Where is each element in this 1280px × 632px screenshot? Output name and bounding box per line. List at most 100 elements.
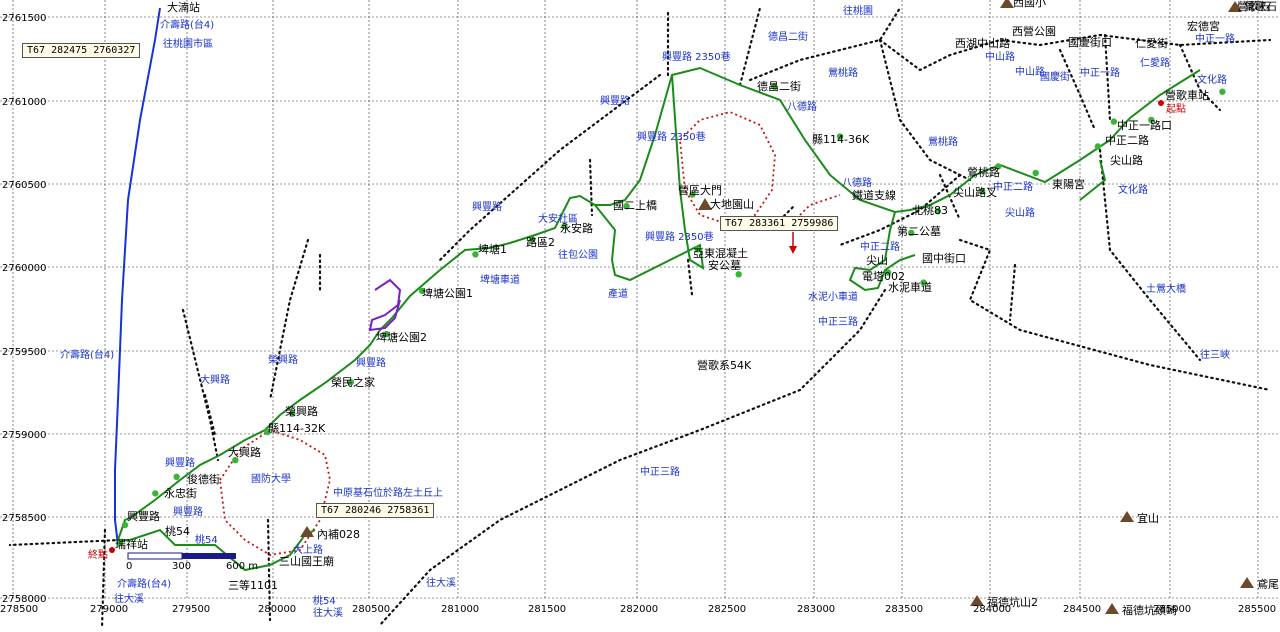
y-tick: 2759500 bbox=[2, 347, 47, 358]
road-label: 介壽路(台4) bbox=[117, 577, 171, 590]
route-node bbox=[836, 133, 844, 140]
road-labels: 介壽路(台4) 往桃園市區 介壽路(台4) 興豐路 大興路 榮興路 興豐路 埤塘… bbox=[60, 4, 1235, 619]
red-arrow-marker bbox=[789, 232, 797, 254]
end-label: 終點 bbox=[88, 548, 108, 561]
dotted-roads bbox=[8, 6, 1272, 630]
place-label: 國二上橋 bbox=[613, 198, 657, 212]
y-axis-labels: 2761500 2761000 2760500 2760000 2759500 … bbox=[2, 13, 47, 605]
road-label: 水泥小車道 bbox=[808, 290, 858, 303]
road-label: 尖山路 bbox=[1005, 206, 1035, 219]
y-tick: 2761500 bbox=[2, 13, 47, 24]
place-label: 埤塘1 bbox=[478, 242, 507, 256]
place-label: 縣114-36K bbox=[812, 133, 870, 146]
road-label: 中正一路 bbox=[1195, 32, 1235, 45]
place-label: 西湖中山路 bbox=[955, 37, 1010, 50]
road-label: 八德路 bbox=[842, 176, 872, 189]
place-label: 安公墓 bbox=[708, 258, 741, 272]
place-label: 大興路 bbox=[228, 445, 261, 459]
place-label: 永忠街 bbox=[164, 486, 197, 500]
x-tick: 282000 bbox=[620, 604, 658, 615]
road-label: 興豐路 bbox=[600, 94, 630, 107]
road-label: 興豐路 2350巷 bbox=[637, 130, 706, 143]
x-tick: 283500 bbox=[885, 604, 923, 615]
x-tick: 278500 bbox=[0, 604, 38, 615]
road-label: 興豐路 bbox=[356, 356, 386, 369]
road-label: 桃54 bbox=[195, 533, 218, 546]
road-label: 桃54 bbox=[313, 594, 336, 607]
y-tick: 2759000 bbox=[2, 430, 47, 441]
place-label: 大地園山 bbox=[710, 197, 754, 211]
y-tick: 2758000 bbox=[2, 594, 47, 605]
x-tick: 280000 bbox=[258, 604, 296, 615]
road-label: 介壽路(台4) bbox=[60, 348, 114, 361]
coordinate-box: T67 282475 2760327 bbox=[22, 43, 141, 58]
road-label: 國防大學 bbox=[251, 472, 291, 485]
road-label: 往桃園市區 bbox=[163, 37, 213, 50]
route-node bbox=[979, 188, 986, 195]
route-node bbox=[561, 223, 568, 230]
place-label: 榮興路 bbox=[285, 404, 318, 418]
scale-label-600: 600 m bbox=[226, 561, 258, 572]
place-label: 尖山路 bbox=[1110, 154, 1143, 167]
x-tick: 281500 bbox=[528, 604, 566, 615]
route-node bbox=[735, 271, 742, 278]
mountain-icon bbox=[970, 595, 984, 606]
place-label: 西營公園 bbox=[1012, 25, 1056, 38]
route-node bbox=[289, 410, 296, 417]
green-route-branch-b bbox=[848, 211, 916, 292]
place-label: 水泥車道 bbox=[888, 280, 932, 294]
place-label: 中正二路 bbox=[1105, 134, 1149, 147]
road-label: 德昌二街 bbox=[768, 30, 808, 43]
place-label: 營歌石 bbox=[1237, 0, 1270, 13]
x-tick: 284500 bbox=[1063, 604, 1101, 615]
place-label: 北桃83 bbox=[912, 203, 948, 217]
place-label: 電塔002 bbox=[862, 270, 905, 283]
route-node bbox=[472, 251, 479, 258]
place-label: 埤塘公園1 bbox=[422, 286, 473, 300]
route-node bbox=[1032, 169, 1039, 177]
road-label: 文化路 bbox=[1197, 73, 1227, 86]
y-tick: 2760500 bbox=[2, 180, 47, 191]
x-tick: 285000 bbox=[1153, 604, 1191, 615]
road-label: 中山路 bbox=[1015, 65, 1045, 78]
x-tick: 285500 bbox=[1238, 604, 1276, 615]
road-label: 埤塘車道 bbox=[480, 273, 520, 286]
place-label: 鳶尾 bbox=[1257, 577, 1279, 591]
road-label: 往包公園 bbox=[558, 248, 598, 261]
road-label: 產道 bbox=[608, 287, 628, 300]
place-label: 三等1101 bbox=[228, 578, 278, 592]
place-label: 桃54 bbox=[165, 524, 190, 538]
place-label: 路區2 bbox=[526, 236, 555, 249]
road-label: 中正二路 bbox=[860, 240, 900, 253]
y-tick: 2761000 bbox=[2, 97, 47, 108]
mountain-icon bbox=[1240, 577, 1254, 588]
place-label: 宜山 bbox=[1137, 511, 1159, 525]
mountain-icon bbox=[1105, 603, 1119, 614]
road-label: 鶯桃路 bbox=[928, 135, 958, 148]
route-node bbox=[995, 163, 1002, 170]
route-node bbox=[1148, 116, 1155, 124]
route-node bbox=[771, 83, 778, 90]
road-label: 仁愛路 bbox=[1140, 56, 1170, 69]
place-label: 內補028 bbox=[317, 528, 360, 541]
mountain-icons bbox=[300, 0, 1254, 614]
place-label: 福德坑山2 bbox=[987, 595, 1038, 609]
x-tick: 282500 bbox=[708, 604, 746, 615]
road-label: 中山路 bbox=[985, 50, 1015, 63]
road-label: 榮興路 bbox=[268, 353, 298, 366]
place-label: 縣114-32K bbox=[268, 422, 326, 435]
x-tick: 280500 bbox=[352, 604, 390, 615]
place-label: 國慶街口 bbox=[1068, 35, 1112, 49]
blue-route-line bbox=[114, 7, 161, 546]
route-node bbox=[232, 457, 239, 464]
road-label: 興豐路 bbox=[165, 456, 195, 469]
route-node bbox=[934, 208, 942, 215]
y-tick: 2758500 bbox=[2, 513, 47, 524]
place-label: 國中街口 bbox=[922, 251, 966, 265]
route-node bbox=[418, 287, 426, 295]
route-node bbox=[1094, 143, 1102, 150]
road-label: 中正二路 bbox=[993, 180, 1033, 193]
route-node bbox=[529, 236, 536, 243]
start-end-labels: 起點 終點 bbox=[88, 100, 1186, 561]
